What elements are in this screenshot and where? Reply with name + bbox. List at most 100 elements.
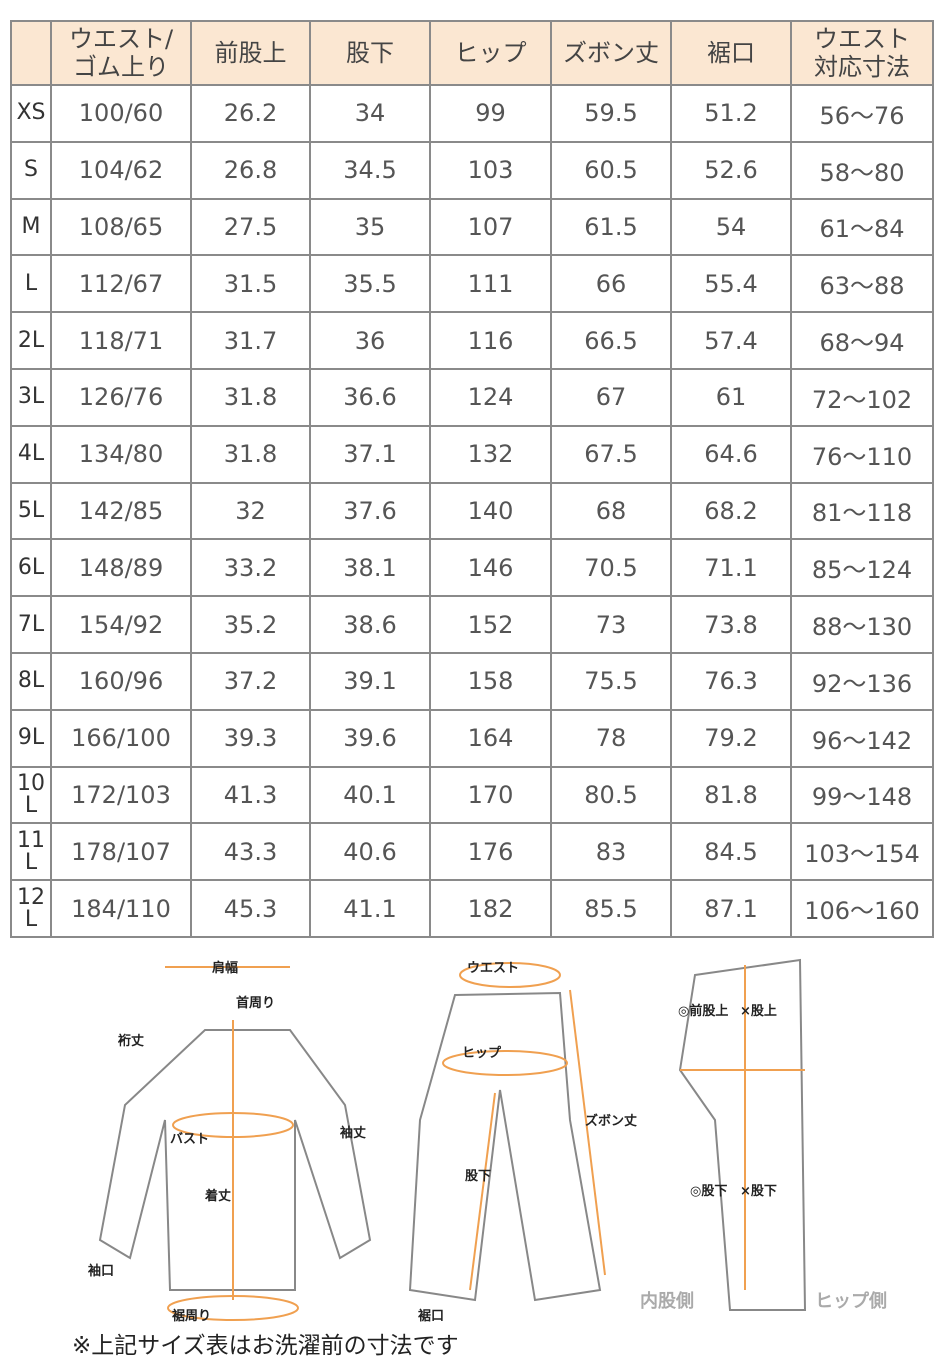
label-inseam-o: ◎股下 xyxy=(690,1184,727,1199)
table-cell: 75.5 xyxy=(550,651,672,711)
table-cell: 38.1 xyxy=(309,538,431,598)
table-cell: 61.5 xyxy=(550,197,672,257)
table-cell: 59.5 xyxy=(550,84,672,143)
label-pants-length: ズボン丈 xyxy=(585,1113,637,1129)
table-cell: 31.8 xyxy=(190,367,311,427)
table-cell: 126/76 xyxy=(50,367,192,427)
table-row: 6L 148/89 33.2 38.1 146 70.5 71.1 85～124 xyxy=(10,538,934,598)
table-cell: 80.5 xyxy=(550,765,672,825)
table-cell: 37.2 xyxy=(190,651,311,711)
table-cell: 85.5 xyxy=(550,879,672,938)
measure-lines xyxy=(165,962,805,1321)
table-cell: 67 xyxy=(550,367,672,427)
table-cell: 158 xyxy=(429,651,552,711)
label-yuki: 裄丈 xyxy=(117,1033,144,1049)
table-cell: 81～118 xyxy=(790,481,934,541)
table-cell: 31.8 xyxy=(190,424,311,484)
shirt-drawing xyxy=(98,1029,372,1291)
table-cell: 88～130 xyxy=(790,595,934,654)
size-label: 12L xyxy=(10,879,52,938)
table-cell: 79.2 xyxy=(670,708,792,768)
label-hip-side: ヒップ側 xyxy=(815,1290,887,1312)
table-cell: 152 xyxy=(429,595,552,654)
table-cell: 111 xyxy=(429,254,552,314)
table-cell: 76～110 xyxy=(790,424,934,484)
table-cell: 108/65 xyxy=(50,197,192,257)
table-cell: 178/107 xyxy=(50,822,192,882)
table-row: 12L 184/110 45.3 41.1 182 85.5 87.1 106～160 xyxy=(10,879,934,938)
table-row: 9L 166/100 39.3 39.6 164 78 79.2 96～142 xyxy=(10,708,934,768)
label-pants-hem: 裾口 xyxy=(418,1308,444,1324)
table-cell: 35.2 xyxy=(190,595,311,654)
table-cell: 83 xyxy=(550,822,672,882)
table-cell: 184/110 xyxy=(50,879,192,938)
table-cell: 76.3 xyxy=(670,651,792,711)
table-cell: 107 xyxy=(429,197,552,257)
table-cell: 56～76 xyxy=(790,84,934,143)
table-cell: 81.8 xyxy=(670,765,792,825)
size-label: 7L xyxy=(10,595,52,654)
measurement-diagram: 肩幅 首周り 裄丈 袖丈 バスト 着丈 袖口 裾周り ウエスト ヒップ 股下 ズ… xyxy=(88,958,887,1324)
label-shoulder: 肩幅 xyxy=(212,960,238,976)
table-cell: 154/92 xyxy=(50,595,192,654)
column-header: 股下 xyxy=(309,20,431,86)
size-label: 4L xyxy=(10,424,52,484)
table-cell: 87.1 xyxy=(670,879,792,938)
table-cell: 148/89 xyxy=(50,538,192,598)
table-cell: 132 xyxy=(429,424,552,484)
table-cell: 64.6 xyxy=(670,424,792,484)
size-table: ウエスト/ ゴム上り 前股上 股下 ヒップ ズボン丈 裾口 ウエスト 対応寸法 XS 100/… xyxy=(10,20,934,938)
table-row: M 108/65 27.5 35 107 61.5 54 61～84 xyxy=(10,197,934,257)
size-label: 6L xyxy=(10,538,52,598)
table-cell: 124 xyxy=(429,367,552,427)
table-cell: 41.3 xyxy=(190,765,311,825)
table-cell: 66.5 xyxy=(550,311,672,370)
table-cell: 35 xyxy=(309,197,431,257)
table-cell: 54 xyxy=(670,197,792,257)
size-label: M xyxy=(10,197,52,257)
table-cell: 38.6 xyxy=(309,595,431,654)
column-header xyxy=(10,20,52,86)
table-cell: 57.4 xyxy=(670,311,792,370)
table-row: 8L 160/96 37.2 39.1 158 75.5 76.3 92～136 xyxy=(10,651,934,711)
table-row: 3L 126/76 31.8 36.6 124 67 61 72～102 xyxy=(10,367,934,427)
label-hem: 裾周り xyxy=(172,1308,211,1324)
table-cell: 37.1 xyxy=(309,424,431,484)
table-cell: 39.1 xyxy=(309,651,431,711)
table-cell: 84.5 xyxy=(670,822,792,882)
table-cell: 103 xyxy=(429,140,552,200)
label-bust: バスト xyxy=(170,1132,209,1147)
label-length: 着丈 xyxy=(204,1188,231,1204)
table-cell: 61 xyxy=(670,367,792,427)
table-cell: 40.1 xyxy=(309,765,431,825)
table-cell: 31.7 xyxy=(190,311,311,370)
table-cell: 70.5 xyxy=(550,538,672,598)
label-waist: ウエスト xyxy=(467,961,519,976)
table-cell: 60.5 xyxy=(550,140,672,200)
pants-drawing xyxy=(408,991,602,1302)
label-cuff: 袖口 xyxy=(88,1263,114,1279)
table-row: 5L 142/85 32 37.6 140 68 68.2 81～118 xyxy=(10,481,934,541)
table-cell: 36 xyxy=(309,311,431,370)
table-row: S 104/62 26.8 34.5 103 60.5 52.6 58～80 xyxy=(10,140,934,200)
label-inner: 内股側 xyxy=(640,1290,694,1312)
table-cell: 61～84 xyxy=(790,197,934,257)
table-cell: 68 xyxy=(550,481,672,541)
table-cell: 39.3 xyxy=(190,708,311,768)
footnote: ※上記サイズ表はお洗濯前の寸法です xyxy=(72,1333,459,1359)
table-cell: 34 xyxy=(309,84,431,143)
table-cell: 45.3 xyxy=(190,879,311,938)
label-sleeve: 袖丈 xyxy=(340,1125,366,1141)
table-cell: 103～154 xyxy=(790,822,934,882)
table-cell: 182 xyxy=(429,879,552,938)
table-cell: 41.1 xyxy=(309,879,431,938)
table-cell: 72～102 xyxy=(790,367,934,427)
table-cell: 68.2 xyxy=(670,481,792,541)
table-cell: 33.2 xyxy=(190,538,311,598)
column-header: 前股上 xyxy=(190,20,311,86)
table-cell: 73 xyxy=(550,595,672,654)
table-cell: 100/60 xyxy=(50,84,192,143)
table-cell: 172/103 xyxy=(50,765,192,825)
table-cell: 104/62 xyxy=(50,140,192,200)
table-cell: 142/85 xyxy=(50,481,192,541)
